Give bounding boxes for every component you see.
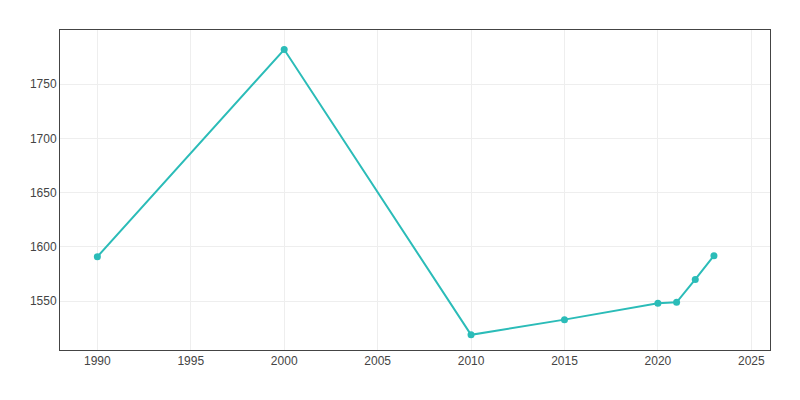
svg-text:2000: 2000 xyxy=(271,354,298,368)
svg-text:1650: 1650 xyxy=(30,186,57,200)
svg-text:1990: 1990 xyxy=(84,354,111,368)
svg-text:2020: 2020 xyxy=(645,354,672,368)
svg-text:2005: 2005 xyxy=(364,354,391,368)
svg-text:1700: 1700 xyxy=(30,132,57,146)
svg-text:2025: 2025 xyxy=(738,354,765,368)
svg-text:1995: 1995 xyxy=(177,354,204,368)
svg-text:1750: 1750 xyxy=(30,77,57,91)
svg-text:2015: 2015 xyxy=(551,354,578,368)
svg-text:2010: 2010 xyxy=(458,354,485,368)
svg-text:1550: 1550 xyxy=(30,294,57,308)
svg-text:1600: 1600 xyxy=(30,240,57,254)
